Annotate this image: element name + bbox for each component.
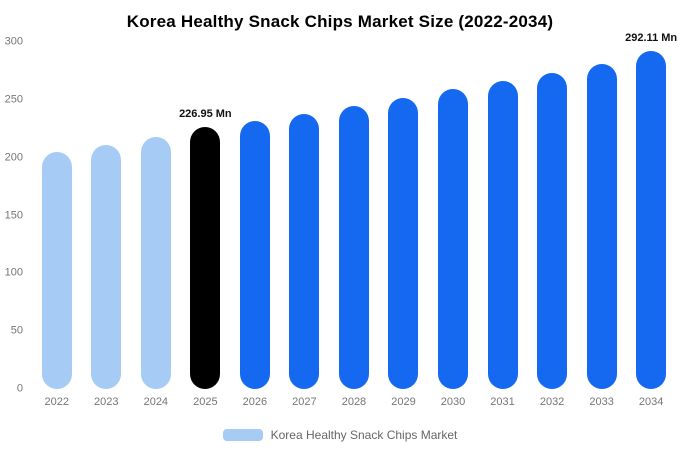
bar-column-2033: 2033 <box>577 42 627 408</box>
plot-area: 2022 2023 2024 226.95 Mn 2025 2026 2027 2028 202… <box>32 33 677 408</box>
x-axis-label-2029: 2029 <box>391 396 416 408</box>
bar-column-2030: 2030 <box>428 42 478 408</box>
bar-column-2024: 2024 <box>131 42 181 408</box>
bar-column-2031: 2031 <box>478 42 528 408</box>
y-axis: 0 50 100 150 200 250 300 <box>0 36 28 394</box>
bar-column-2023: 2023 <box>82 42 132 408</box>
value-label-2025: 226.95 Mn <box>179 107 232 120</box>
bar-2027 <box>289 113 320 389</box>
legend-swatch <box>222 429 263 441</box>
x-axis-label-2032: 2032 <box>539 396 565 408</box>
x-axis-label-2023: 2023 <box>94 396 119 408</box>
y-axis-tick-label: 250 <box>4 93 23 106</box>
bar-column-2027: 2027 <box>280 42 330 408</box>
y-axis-tick-label: 150 <box>4 209 23 221</box>
y-axis-tick-label: 0 <box>16 382 23 395</box>
y-axis-tick-label: 300 <box>4 35 23 48</box>
x-axis-label-2031: 2031 <box>490 396 515 408</box>
bar-2028 <box>338 105 369 389</box>
bar-2023 <box>91 144 122 389</box>
legend: Korea Healthy Snack Chips Market <box>0 428 680 442</box>
x-axis-label-2025: 2025 <box>193 396 218 408</box>
x-axis-label-2026: 2026 <box>242 396 268 408</box>
bar-column-2029: 2029 <box>379 42 429 408</box>
bar-column-2032: 2032 <box>527 42 577 408</box>
chart-title: Korea Healthy Snack Chips Market Size (2… <box>126 12 554 31</box>
x-axis-label-2030: 2030 <box>440 396 466 408</box>
bar-2030 <box>438 89 469 389</box>
bar-column-2022: 2022 <box>32 42 82 408</box>
bar-column-2026: 2026 <box>230 42 280 408</box>
y-axis-tick-label: 100 <box>4 266 23 279</box>
x-axis-label-2024: 2024 <box>143 396 169 408</box>
value-label-2034: 292.11 Mn <box>625 32 678 45</box>
x-axis-label-2027: 2027 <box>292 396 317 408</box>
bar-column-2034: 292.11 Mn 2034 <box>625 33 677 408</box>
x-axis-label-2022: 2022 <box>44 396 69 408</box>
bar-column-2025: 226.95 Mn 2025 <box>179 42 232 408</box>
bar-2029 <box>388 97 419 389</box>
bar-2034 <box>636 51 667 389</box>
x-axis-label-2028: 2028 <box>341 396 367 408</box>
y-axis-tick-label: 200 <box>4 151 23 164</box>
bar-2031 <box>487 81 518 389</box>
x-axis-label-2033: 2033 <box>589 396 614 408</box>
x-axis-label-2034: 2034 <box>638 396 664 408</box>
bar-2026 <box>239 120 270 389</box>
bar-2025 <box>190 126 221 389</box>
bar-2033 <box>586 63 617 389</box>
bar-2022 <box>41 151 72 389</box>
bar-2032 <box>537 73 568 389</box>
legend-label: Korea Healthy Snack Chips Market <box>270 428 458 442</box>
y-axis-tick-label: 50 <box>10 324 23 337</box>
bar-2024 <box>140 136 171 389</box>
bar-column-2028: 2028 <box>329 42 379 408</box>
